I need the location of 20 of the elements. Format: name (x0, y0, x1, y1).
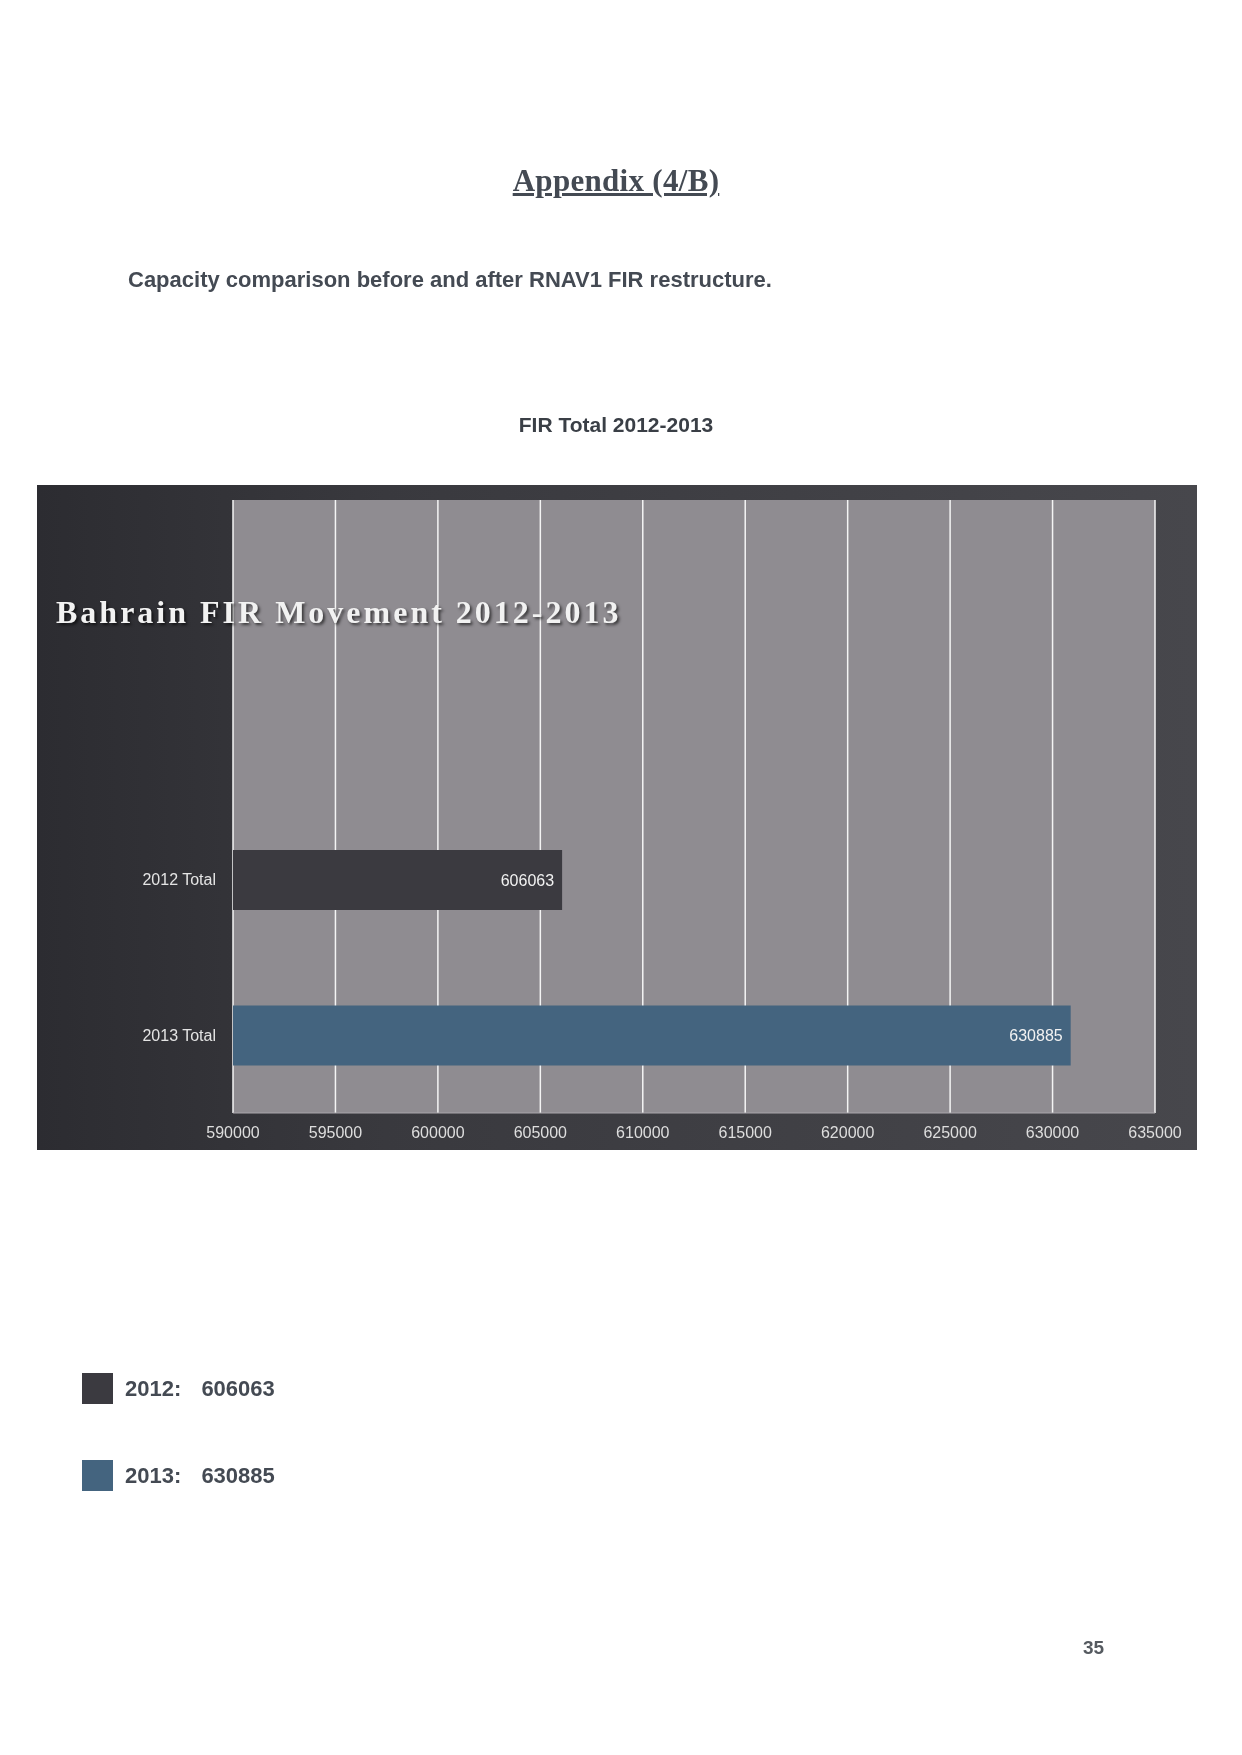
chart-subtitle: FIR Total 2012-2013 (517, 413, 715, 437)
x-tick-label: 615000 (718, 1124, 773, 1142)
text: 35 (1083, 1637, 1105, 1659)
x-tick-label: 600000 (411, 1124, 465, 1142)
x-tick-label: 590000 (206, 1124, 260, 1142)
y-tick-label: 2013 Total (142, 1026, 216, 1044)
x-tick-label: 630000 (1025, 1124, 1080, 1142)
x-tick-label: 610000 (616, 1124, 670, 1142)
x-tick-label: 605000 (513, 1124, 568, 1142)
data-label: 630885 (1009, 1027, 1063, 1045)
legend-label: 2013: 630885 (125, 1462, 275, 1490)
text: Appendix (4/B) (511, 163, 721, 199)
x-tick-label: 620000 (820, 1124, 875, 1142)
data-label: 606063 (500, 871, 555, 889)
x-tick-label: 625000 (923, 1124, 977, 1142)
y-tick-label: 2012 Total (142, 871, 216, 889)
x-tick-label: 635000 (1128, 1124, 1182, 1142)
text: Capacity comparison before and after RNAV1 FIR restructure. (128, 267, 772, 293)
legend-label: 2012: 606063 (125, 1375, 275, 1403)
x-tick-label: 595000 (308, 1124, 363, 1142)
